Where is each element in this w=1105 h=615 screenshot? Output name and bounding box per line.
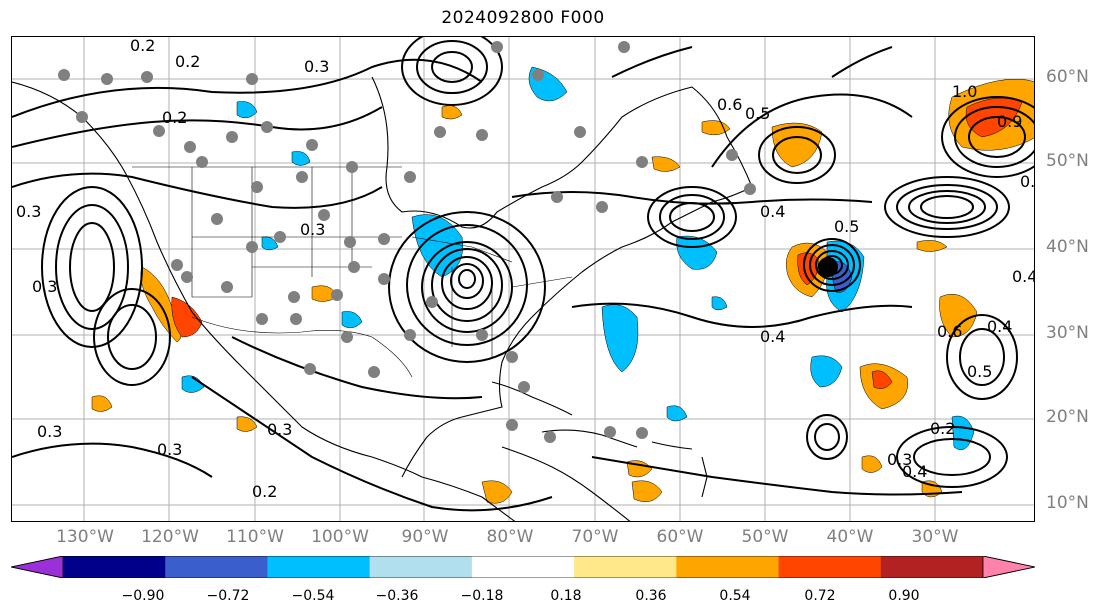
colorbar-tick-label: 0.54: [719, 588, 751, 604]
colorbar-tick-label: 0.36: [635, 588, 667, 604]
coastlines: [12, 76, 753, 521]
contour-label: 0.4: [760, 202, 785, 221]
colorbar-tick-label: 0.90: [888, 588, 920, 604]
lon-label-70w: 70°W: [571, 527, 619, 547]
lat-label-10n: 10°N: [1046, 493, 1089, 513]
colorbar-tick-label: −0.36: [375, 588, 419, 604]
colorbar-tick-label: −0.54: [291, 588, 335, 604]
colorbar-extend-high: [982, 556, 1035, 578]
lon-label-40w: 40°W: [826, 527, 874, 547]
lat-label-40n: 40°N: [1046, 237, 1089, 257]
colorbar-segment: [63, 556, 166, 578]
lat-label-30n: 30°N: [1046, 323, 1089, 343]
contour-value-labels: 0.2 0.2 0.3 0.2 0.3 0.4 0.5 0.6 0.5 1.0 …: [16, 37, 1035, 501]
lat-label-50n: 50°N: [1046, 151, 1089, 171]
contour-label: 0.3: [267, 420, 292, 439]
lon-label-60w: 60°W: [656, 527, 704, 547]
contour-label: 0.6: [717, 95, 742, 114]
colorbar-segment: [165, 556, 268, 578]
map-title: 2024092800 F000: [441, 8, 605, 28]
map-canvas: 0.2 0.2 0.3 0.2 0.3 0.4 0.5 0.6 0.5 1.0 …: [12, 37, 1035, 521]
lat-label-60n: 60°N: [1046, 67, 1089, 87]
contour-label: 0.2: [930, 419, 955, 438]
lon-label-120w: 120°W: [141, 527, 199, 547]
lon-label-30w: 30°W: [911, 527, 959, 547]
contour-label: 0.6: [937, 322, 962, 341]
colorbar-tick-label: −0.72: [206, 588, 250, 604]
contour-label: 0.2: [162, 108, 187, 127]
colorbar-segment: [471, 556, 575, 578]
contour-label: 0.3: [300, 220, 325, 239]
colorbar: [11, 556, 1035, 578]
colorbar-segment: [574, 556, 677, 578]
contour-label: 0.4: [902, 462, 927, 481]
contour-label: 0.3: [887, 450, 912, 469]
colorbar-extend-low: [11, 556, 64, 578]
contour-label: 0.3: [37, 422, 62, 441]
contour-label: 0.3: [16, 202, 41, 221]
colorbar-segment: [267, 556, 371, 578]
colorbar-tick-label: 0.72: [804, 588, 836, 604]
contour-label: 0.5: [967, 362, 992, 381]
lon-label-110w: 110°W: [226, 527, 284, 547]
colorbar-tick-label: −0.18: [460, 588, 504, 604]
lon-label-130w: 130°W: [56, 527, 114, 547]
colorbar-tick-label: −0.90: [121, 588, 165, 604]
colorbar-segment: [676, 556, 780, 578]
colorbar-segment: [369, 556, 473, 578]
lat-label-20n: 20°N: [1046, 407, 1089, 427]
colorbar-segment: [778, 556, 882, 578]
lon-label-100w: 100°W: [311, 527, 369, 547]
station-markers: [58, 41, 756, 443]
colorbar-segments: [11, 556, 1035, 578]
contour-label: 0.3: [157, 440, 182, 459]
contour-label: 0.4: [760, 327, 785, 346]
contour-lines: [12, 37, 1034, 512]
contour-label: 0.3: [1020, 172, 1035, 191]
lon-label-80w: 80°W: [486, 527, 534, 547]
contour-label: 0.3: [304, 57, 329, 76]
contour-label: 0.5: [745, 104, 770, 123]
map-panel: 0.2 0.2 0.3 0.2 0.3 0.4 0.5 0.6 0.5 1.0 …: [11, 36, 1035, 522]
colorbar-tick-label: 0.18: [550, 588, 582, 604]
colorbar-segment: [880, 556, 984, 578]
lon-label-50w: 50°W: [741, 527, 789, 547]
contour-label: 0.2: [130, 37, 155, 55]
contour-label: 0.5: [834, 217, 859, 236]
contour-label: 0.3: [32, 277, 57, 296]
lon-label-90w: 90°W: [401, 527, 449, 547]
contour-label: 0.4: [987, 317, 1012, 336]
contour-label: 0.2: [252, 482, 277, 501]
contour-label: 1.0: [952, 82, 977, 101]
contour-label: 0.9: [997, 112, 1022, 131]
contour-label: 0.4: [1012, 267, 1035, 286]
contour-label: 0.2: [175, 52, 200, 71]
